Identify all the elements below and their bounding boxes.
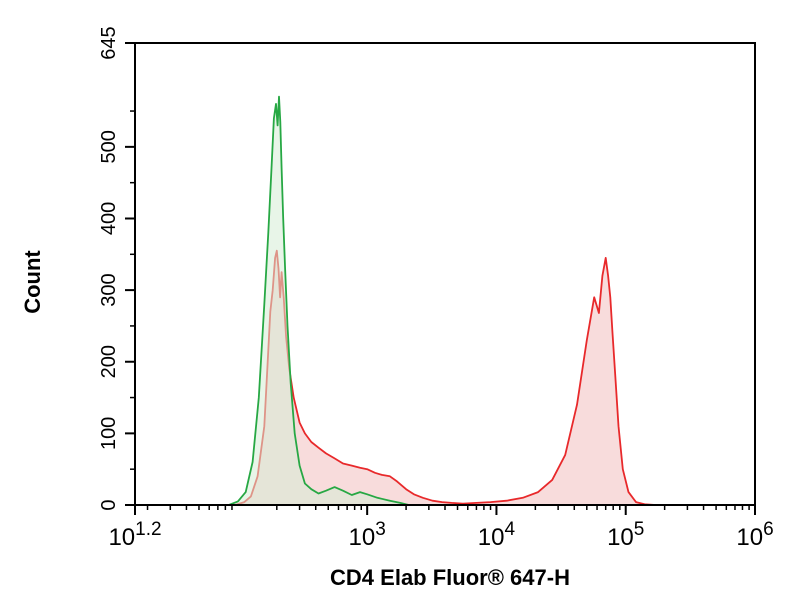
x-axis-title: CD4 Elab Fluor® 647-H <box>330 565 570 590</box>
y-tick-label: 100 <box>98 417 120 450</box>
x-tick-label: 103 <box>349 519 386 551</box>
series-layer <box>228 95 656 506</box>
y-tick-label: 0 <box>98 499 120 510</box>
plot-frame <box>134 42 756 506</box>
x-tick-label: 101.2 <box>108 519 161 551</box>
y-tick-label: 200 <box>98 345 120 378</box>
y-axis-title: Count <box>20 250 45 314</box>
x-tick-label: 105 <box>607 519 644 551</box>
x-tick-label: 104 <box>478 519 516 551</box>
y-tick-label: 645 <box>98 26 120 59</box>
y-tick-label: 500 <box>98 130 120 163</box>
series-2-line <box>228 95 410 506</box>
y-tick-label: 300 <box>98 273 120 306</box>
x-axis: 101.2 103 104 105 106 <box>108 505 774 551</box>
y-axis: 0 100 200 300 400 500 645 <box>98 26 135 511</box>
series-2-area <box>228 96 409 505</box>
x-tick-label: 106 <box>736 519 773 551</box>
y-tick-label: 400 <box>98 202 120 235</box>
